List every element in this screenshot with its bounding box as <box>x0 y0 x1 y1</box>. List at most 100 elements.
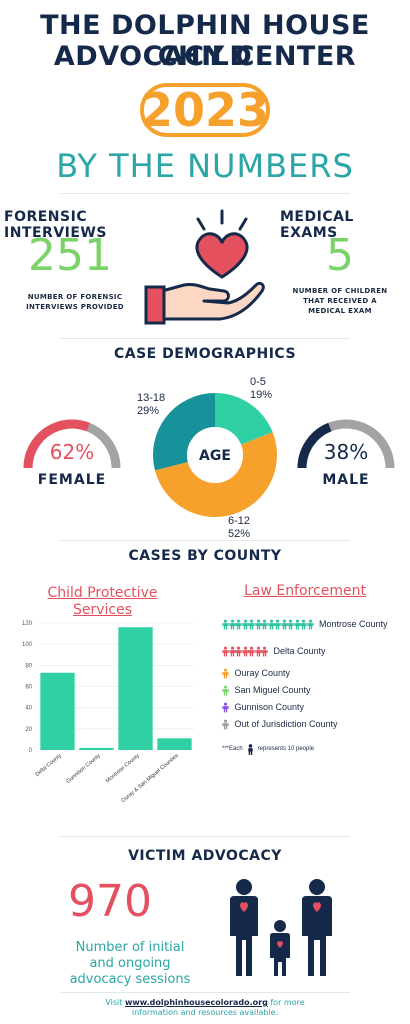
forensic-value: 251 <box>28 230 112 281</box>
legend-label: Ouray County <box>234 668 291 678</box>
law-enforcement-title: Law Enforcement <box>244 583 366 599</box>
person-icon <box>267 619 275 629</box>
medical-caption-line: THAT RECEIVED A <box>303 297 377 305</box>
victim-value: 970 <box>68 876 152 927</box>
legend-label: San Miguel County <box>234 685 311 695</box>
legend-icons <box>222 685 229 696</box>
footer-line-1: Visit www.dolphinhousecolorado.org for m… <box>0 998 410 1008</box>
title-line-1: THE DOLPHIN HOUSE CHILD <box>40 10 370 72</box>
year: 2023 <box>140 83 270 137</box>
age-label-6-12: 6-12 52% <box>228 515 268 541</box>
age-label-0-5: 0-5 19% <box>250 376 290 402</box>
county-heading: CASES BY COUNTY <box>128 548 282 564</box>
y-tick-label: 60 <box>25 685 32 691</box>
person-icon <box>280 619 288 629</box>
person-icon <box>241 619 249 629</box>
cps-title-line: Child Protective <box>47 585 158 601</box>
legend-row: Delta County <box>222 645 326 657</box>
medical-caption-line: MEDICAL EXAM <box>308 307 372 315</box>
person-icon <box>261 619 268 629</box>
victim-heading: VICTIM ADVOCACY <box>128 848 282 864</box>
person-icon <box>222 719 229 729</box>
demographics-heading: CASE DEMOGRAPHICS <box>113 346 297 362</box>
y-tick-label: 80 <box>25 663 32 669</box>
medical-heading: MEDICAL EXAMS <box>280 209 354 241</box>
forensic-caption: NUMBER OF FORENSIC INTERVIEWS PROVIDED <box>10 292 140 312</box>
person-icon <box>300 619 307 629</box>
cps-bar-chart: 0 20 40 60 80 100 120 Delta County Gunnison Cou… <box>22 621 194 804</box>
person-icon <box>222 685 229 695</box>
person-icon <box>248 646 255 656</box>
legend-row: San Miguel County <box>222 684 311 696</box>
divider <box>60 193 350 194</box>
cps-title: Child Protective Services <box>10 585 195 619</box>
victim-text-line: Number of initial <box>75 940 185 955</box>
legend-label: Delta County <box>273 646 326 656</box>
donut-slice-6-12 <box>154 432 277 518</box>
forensic-heading: FORENSIC INTERVIEWS <box>4 209 107 241</box>
female-percent: 62% <box>49 440 95 464</box>
y-tick-label: 20 <box>25 727 32 733</box>
website-link[interactable]: www.dolphinhousecolorado.org <box>124 998 268 1007</box>
person-icon <box>254 619 262 629</box>
male-gauge <box>297 419 395 469</box>
footer-prefix: Visit <box>105 998 123 1007</box>
victim-text-line: advocacy sessions <box>69 972 191 987</box>
person-icon <box>287 619 294 629</box>
y-tick-label: 100 <box>22 642 33 648</box>
note-suffix: represents 10 people <box>257 746 315 752</box>
title-line-2: ADVOCACY CENTER <box>53 41 357 72</box>
bar <box>118 627 153 750</box>
footer-suffix: for more <box>270 998 305 1007</box>
divider <box>60 992 350 993</box>
person-icon <box>254 646 262 656</box>
person-icon <box>241 646 249 656</box>
divider <box>60 338 350 339</box>
y-tick-label: 120 <box>22 621 33 627</box>
x-tick-label: Montrose County <box>105 753 141 785</box>
bar <box>79 747 114 750</box>
medical-caption: NUMBER OF CHILDREN THAT RECEIVED A MEDIC… <box>275 286 405 316</box>
donut-slice-13-18 <box>153 393 215 471</box>
divider <box>60 836 350 837</box>
person-icon <box>222 702 229 712</box>
age-pct: 19% <box>250 389 273 401</box>
person-icon <box>222 668 229 678</box>
person-icon <box>222 619 229 629</box>
person-icon <box>222 646 229 656</box>
age-donut <box>153 393 277 518</box>
legend-label: Gunnison County <box>234 702 305 712</box>
person-icon <box>247 743 253 755</box>
female-gauge <box>23 419 121 469</box>
legend-icons <box>222 719 229 730</box>
person-icon <box>261 646 268 656</box>
male-label: MALE <box>322 472 370 488</box>
person-icon <box>228 619 236 629</box>
footer: Visit www.dolphinhousecolorado.org for m… <box>0 998 410 1018</box>
age-pct: 52% <box>228 528 251 540</box>
x-tick-label: Delta County <box>35 753 63 778</box>
medical-value: 5 <box>326 230 354 281</box>
medical-caption-line: NUMBER OF CHILDREN <box>292 287 388 295</box>
person-icon <box>306 619 314 629</box>
donut-slice-0-5 <box>215 393 273 445</box>
y-tick-label: 0 <box>29 748 33 754</box>
legend-icons <box>222 702 229 713</box>
year-badge <box>140 83 270 137</box>
forensic-caption-line: NUMBER OF FORENSIC <box>27 293 123 301</box>
person-icon <box>235 646 242 656</box>
age-label-13-18: 13-18 29% <box>137 392 177 418</box>
y-tick-label: 40 <box>25 706 32 712</box>
legend-row: Gunnison County <box>222 701 304 713</box>
person-icon <box>293 619 301 629</box>
age-center-label: AGE <box>199 448 231 464</box>
family-icon <box>230 879 332 976</box>
age-range: 0-5 <box>250 376 266 388</box>
legend-row: Out of Jurisdiction County <box>222 718 338 730</box>
legend-icons <box>222 668 229 679</box>
legend-row: Ouray County <box>222 667 290 679</box>
legend-row: Montrose County <box>222 618 388 630</box>
note-prefix: ***Each <box>222 746 243 752</box>
forensic-caption-line: INTERVIEWS PROVIDED <box>26 303 124 311</box>
person-icon <box>274 619 281 629</box>
